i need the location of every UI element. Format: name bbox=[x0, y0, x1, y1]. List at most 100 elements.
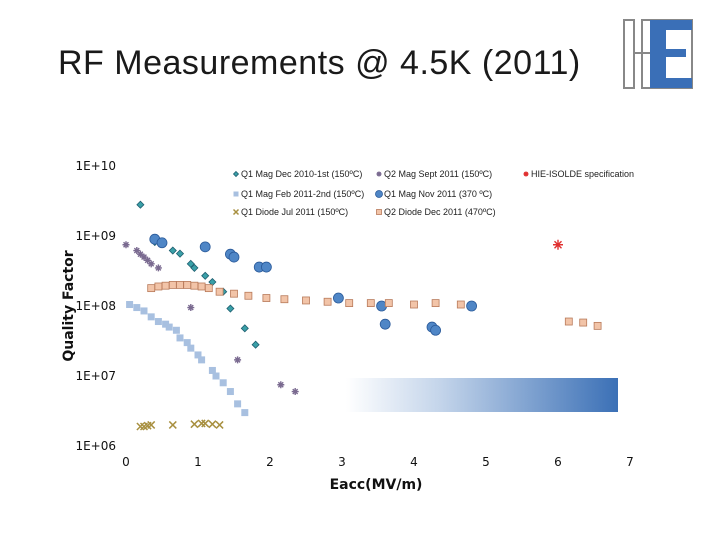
legend-marker bbox=[523, 171, 529, 177]
data-point-series-3 bbox=[176, 334, 184, 342]
data-point-series-3 bbox=[140, 307, 148, 315]
data-point-series-1 bbox=[187, 304, 195, 312]
data-point-series-3 bbox=[154, 318, 162, 326]
data-point-series-1 bbox=[133, 247, 141, 255]
y-tick-label: 1E+06 bbox=[75, 439, 116, 453]
data-point-series-6 bbox=[323, 297, 332, 306]
data-point-series-4 bbox=[379, 318, 391, 330]
data-point-series-6 bbox=[204, 284, 213, 293]
data-point-series-6 bbox=[154, 282, 163, 291]
data-point-series-0 bbox=[201, 271, 210, 280]
data-point-series-6 bbox=[230, 289, 238, 298]
x-tick-label: 7 bbox=[626, 455, 634, 469]
legend-marker bbox=[376, 171, 382, 177]
slide-title: RF Measurements @ 4.5K (2011) bbox=[58, 44, 581, 82]
data-point-series-3 bbox=[133, 304, 141, 312]
data-point-series-3 bbox=[187, 344, 195, 352]
data-point-series-5 bbox=[201, 419, 210, 428]
data-point-series-6 bbox=[302, 296, 310, 305]
data-point-series-5 bbox=[215, 420, 224, 429]
legend-entry: Q2 Mag Sept 2011 (150ºC) bbox=[384, 169, 492, 179]
y-axis-label: Quality Factor bbox=[61, 250, 77, 361]
data-point-series-3 bbox=[172, 326, 180, 334]
chart-marks bbox=[122, 200, 602, 431]
data-point-series-0 bbox=[168, 246, 177, 255]
data-point-series-6 bbox=[410, 300, 418, 309]
data-point-series-0 bbox=[175, 249, 185, 258]
institute-logo bbox=[623, 19, 693, 89]
y-tick-label: 1E+08 bbox=[75, 299, 116, 313]
data-point-series-6 bbox=[564, 317, 573, 326]
data-point-series-0 bbox=[190, 263, 199, 272]
data-point-series-1 bbox=[154, 264, 162, 272]
x-tick-label: 3 bbox=[338, 455, 346, 469]
data-point-series-6 bbox=[593, 321, 602, 330]
data-point-series-6 bbox=[215, 287, 224, 296]
data-point-series-1 bbox=[277, 381, 285, 389]
data-point-series-3 bbox=[126, 301, 134, 309]
data-point-series-1 bbox=[136, 250, 144, 258]
data-point-series-6 bbox=[280, 295, 289, 304]
data-point-series-4 bbox=[156, 237, 168, 249]
data-point-series-6 bbox=[147, 284, 156, 293]
y-tick-label: 1E+10 bbox=[75, 159, 116, 173]
data-point-series-1 bbox=[147, 260, 155, 268]
x-axis-label: Eacc(MV/m) bbox=[330, 477, 423, 493]
legend-entry: Q2 Diode Dec 2011 (470ºC) bbox=[384, 207, 496, 217]
data-point-series-0 bbox=[240, 324, 249, 333]
x-tick-label: 1 bbox=[194, 455, 202, 469]
data-point-series-1 bbox=[291, 388, 299, 396]
data-point-series-1 bbox=[144, 256, 152, 264]
x-tick-label: 4 bbox=[410, 455, 418, 469]
legend-marker bbox=[232, 208, 240, 216]
data-point-series-6 bbox=[168, 281, 177, 289]
legend-marker bbox=[375, 190, 383, 198]
data-point-series-4 bbox=[260, 261, 272, 273]
data-point-series-3 bbox=[198, 356, 206, 364]
data-point-series-5 bbox=[147, 420, 156, 429]
y-tick-label: 1E+09 bbox=[75, 229, 116, 243]
data-point-series-3 bbox=[183, 339, 191, 347]
data-point-series-6 bbox=[161, 281, 170, 290]
data-point-series-4 bbox=[430, 324, 442, 336]
data-point-series-0 bbox=[226, 304, 235, 313]
data-point-series-4 bbox=[228, 251, 240, 263]
data-point-series-2 bbox=[553, 239, 563, 250]
data-point-series-0 bbox=[251, 340, 260, 349]
x-tick-label: 2 bbox=[266, 455, 274, 469]
data-point-series-3 bbox=[208, 366, 216, 374]
legend-marker bbox=[233, 191, 239, 197]
data-point-series-3 bbox=[219, 379, 227, 387]
operating-region-band bbox=[346, 378, 618, 412]
data-point-series-6 bbox=[176, 281, 184, 289]
data-point-series-5 bbox=[197, 419, 206, 428]
data-point-series-5 bbox=[168, 420, 177, 429]
data-point-series-3 bbox=[226, 388, 234, 396]
data-point-series-6 bbox=[190, 281, 199, 290]
data-point-series-5 bbox=[208, 420, 217, 429]
chart-axes: 0 1 2 3 4 5 6 7 1E+06 1E+07 1E+08 1E+09 1E+10 Eacc(MV… bbox=[61, 159, 634, 493]
data-point-series-5 bbox=[136, 422, 145, 431]
data-point-series-4 bbox=[332, 292, 344, 304]
data-point-series-3 bbox=[194, 351, 202, 359]
legend-marker bbox=[232, 170, 240, 178]
data-point-series-3 bbox=[234, 400, 242, 408]
legend-entry: Q1 Mag Feb 2011-2nd (150ºC) bbox=[241, 189, 364, 199]
data-point-series-1 bbox=[140, 253, 148, 261]
data-point-series-6 bbox=[366, 299, 375, 308]
data-point-series-0 bbox=[186, 259, 195, 268]
data-point-series-6 bbox=[183, 281, 192, 289]
data-point-series-3 bbox=[241, 409, 249, 417]
data-point-series-1 bbox=[234, 356, 242, 364]
data-point-series-3 bbox=[212, 372, 220, 380]
data-point-series-3 bbox=[165, 323, 173, 331]
data-point-series-5 bbox=[190, 420, 199, 429]
x-tick-label: 0 bbox=[122, 455, 130, 469]
y-tick-label: 1E+07 bbox=[75, 369, 116, 383]
legend-entry: Q1 Mag Nov 2011 (370 ºC) bbox=[384, 189, 492, 199]
data-point-series-6 bbox=[431, 299, 440, 308]
legend-entry: HIE-ISOLDE specification bbox=[531, 169, 634, 179]
data-point-series-6 bbox=[244, 291, 253, 300]
